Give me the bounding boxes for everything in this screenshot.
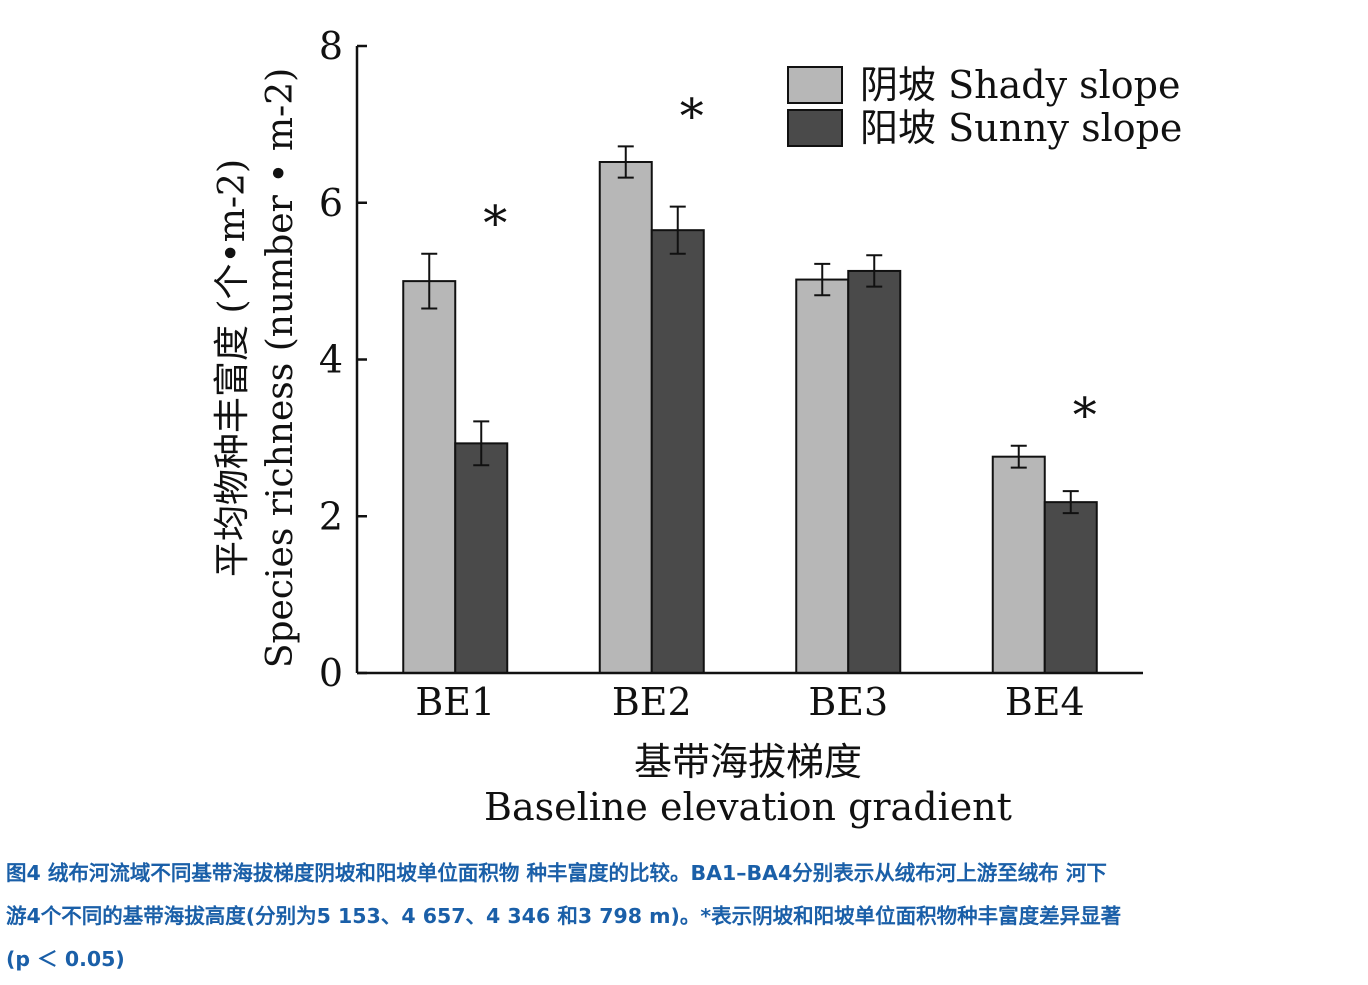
y-tick-label: 2 <box>319 494 343 538</box>
bar-be1-sunny <box>454 442 509 674</box>
legend-swatch-sunny <box>787 109 843 147</box>
significance-star: * <box>1073 388 1097 444</box>
x-tick-label: BE4 <box>1005 680 1085 724</box>
y-tick-label: 0 <box>319 651 343 695</box>
x-axis-label-en: Baseline elevation gradient <box>484 785 1012 829</box>
x-tick-label: BE3 <box>808 680 888 724</box>
y-tick-label: 4 <box>319 338 343 382</box>
figure-caption: 图4 绒布河流域不同基带海拔梯度阴坡和阳坡单位面积物 种丰富度的比较。BA1–B… <box>6 852 1362 981</box>
bar-be1-shady <box>402 280 457 674</box>
y-axis-label-cn: 平均物种丰富度 (个•m-2) <box>212 159 253 577</box>
x-axis-label-cn: 基带海拔梯度 <box>634 740 862 784</box>
significance-star: * <box>483 196 507 252</box>
bar-be2-sunny <box>650 229 705 674</box>
caption-line-2: 游4个不同的基带海拔高度(分别为5 153、4 657、4 346 和3 798… <box>6 904 1122 928</box>
y-tick-label: 8 <box>319 24 343 68</box>
legend-label-shady: 阴坡 Shady slope <box>860 63 1180 107</box>
caption-line-3: (p ＜ 0.05) <box>6 947 125 971</box>
bar-be3-shady <box>795 278 850 674</box>
y-tick-label: 6 <box>319 181 343 225</box>
x-tick-label: BE2 <box>612 680 692 724</box>
significance-star: * <box>680 88 704 144</box>
bars-layer: * * * <box>402 88 1098 674</box>
legend-label-sunny: 阳坡 Sunny slope <box>860 106 1182 150</box>
legend-swatch-shady <box>787 66 843 104</box>
x-tick-label: BE1 <box>415 680 495 724</box>
bar-be4-shady <box>991 455 1046 674</box>
bar-be2-shady <box>598 160 653 674</box>
bar-be3-sunny <box>847 269 902 674</box>
axes-layer: 0 2 4 6 8 BE1 BE2 BE3 BE4 <box>319 24 1143 724</box>
caption-line-1: 图4 绒布河流域不同基带海拔梯度阴坡和阳坡单位面积物 种丰富度的比较。BA1–B… <box>6 861 1107 885</box>
y-axis-label-en: Species richness (number • m-2) <box>260 68 301 668</box>
bar-be4-sunny <box>1043 501 1098 674</box>
